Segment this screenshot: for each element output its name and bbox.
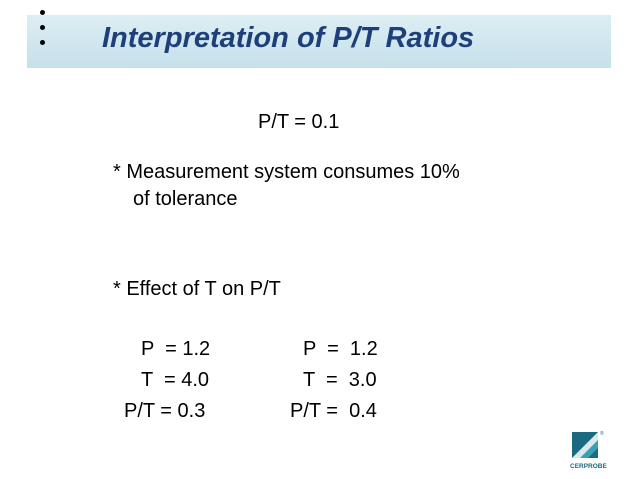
example-left-p: P = 1.2	[141, 338, 211, 360]
headline-ratio: P/T = 0.1	[258, 111, 340, 133]
title-bullet-dot-2	[40, 25, 45, 30]
bullet-2: * Effect of T on P/T	[113, 278, 281, 300]
example-right-t: T = 3.0	[303, 369, 377, 391]
logo-registered-mark: ®	[600, 430, 604, 437]
example-left-pt: P/T = 0.3	[124, 400, 206, 422]
bullet-1-line-1: * Measurement system consumes 10%	[113, 161, 460, 183]
slide-title: Interpretation of P/T Ratios	[102, 22, 475, 54]
example-right-p: P = 1.2	[303, 338, 378, 360]
title-bullet-dot-1	[40, 10, 45, 15]
logo-wordmark: CERPROBE	[570, 463, 608, 470]
bullet-1-line-2: of tolerance	[133, 188, 238, 210]
title-bar	[27, 15, 611, 68]
title-bullet-dot-3	[40, 40, 45, 45]
example-right-pt: P/T = 0.4	[290, 400, 377, 422]
cerprobe-logo-mark-icon: ® CERPROBE	[570, 430, 608, 470]
cerprobe-logo: ® CERPROBE	[568, 428, 612, 472]
example-left-t: T = 4.0	[141, 369, 210, 391]
